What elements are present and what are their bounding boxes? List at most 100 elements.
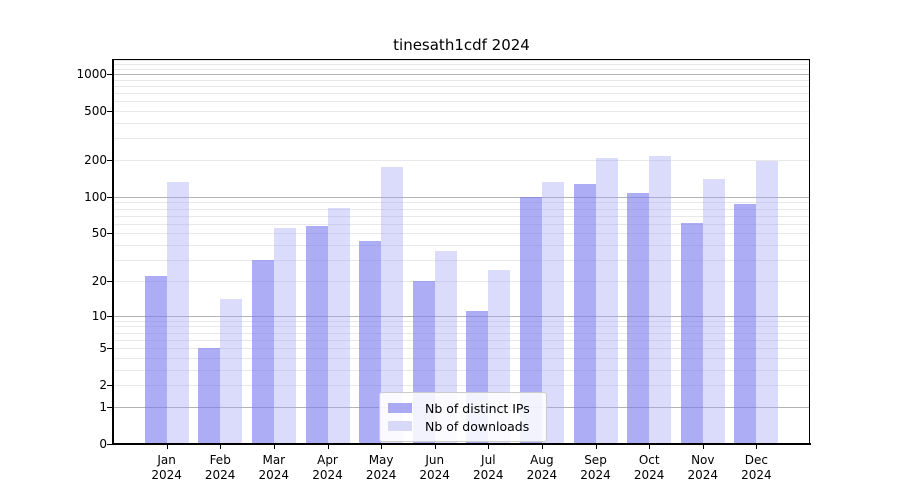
gridline-minor	[113, 64, 810, 66]
gridline-minor	[113, 79, 810, 81]
bar-distinct-ips-may	[359, 241, 382, 444]
gridline-minor	[113, 111, 810, 112]
gridline-minor	[113, 215, 810, 217]
bar-downloads-oct	[649, 156, 672, 444]
y-tick-label: 100	[84, 189, 107, 204]
x-tick-mark	[541, 444, 543, 449]
gridline-minor	[113, 332, 810, 334]
x-tick-mark	[166, 444, 168, 449]
x-tick-label: Sep 2024	[580, 453, 611, 482]
y-tick-mark	[107, 111, 113, 112]
bar-distinct-ips-jan	[144, 276, 167, 444]
y-tick-mark	[107, 196, 113, 198]
bar-distinct-ips-mar	[251, 260, 274, 444]
y-tick-label: 20	[91, 273, 107, 288]
gridline-major	[113, 196, 810, 198]
legend: Nb of distinct IPs Nb of downloads	[379, 392, 547, 442]
legend-swatch-downloads	[388, 421, 412, 431]
x-tick-mark	[327, 444, 329, 449]
gridline-minor	[113, 260, 810, 262]
x-tick-mark	[756, 444, 758, 449]
gridline-major	[113, 73, 810, 75]
bar-distinct-ips-dec	[734, 204, 757, 444]
gridline-minor	[113, 280, 810, 282]
x-tick-label: Oct 2024	[633, 453, 665, 482]
axis-spine-bottom	[112, 443, 811, 445]
gridline-minor	[113, 138, 810, 140]
bar-downloads-sep	[595, 157, 618, 444]
bar-distinct-ips-apr	[305, 225, 328, 444]
axis-spine-right	[809, 59, 810, 444]
x-tick-mark	[649, 444, 651, 449]
x-tick-label: May 2024	[365, 453, 397, 482]
chart-title: tinesath1cdf 2024	[393, 36, 530, 54]
x-tick-label: Aug 2024	[526, 453, 558, 482]
bar-distinct-ips-oct	[627, 193, 650, 444]
gridline-minor	[113, 93, 810, 94]
y-tick-label: 1000	[76, 66, 107, 81]
gridline-minor	[113, 101, 810, 103]
plot-area: 0 1 2 5 10 20 50 100 200 500 1000 Jan 2024 Feb 2024 Ma…	[76, 59, 811, 482]
gridline-minor	[113, 59, 810, 61]
x-tick-mark	[220, 444, 222, 449]
bar-downloads-jan	[166, 181, 189, 444]
gridline-minor	[113, 85, 810, 87]
y-tick-label: 1	[99, 399, 107, 414]
gridline-minor	[113, 68, 810, 70]
gridline-minor	[113, 320, 810, 322]
legend-swatch-distinct-ips	[388, 403, 412, 413]
axis-spine-left	[112, 59, 114, 445]
gridline-minor	[113, 369, 810, 371]
bar-downloads-nov	[702, 178, 725, 444]
gridline-major	[113, 315, 810, 317]
x-tick-label: Nov 2024	[687, 453, 719, 482]
bar-downloads-apr	[327, 208, 350, 444]
gridline-minor	[113, 326, 810, 328]
legend-item-distinct-ips: Nb of distinct IPs	[388, 400, 538, 416]
bar-distinct-ips-sep	[573, 183, 596, 444]
x-tick-mark	[381, 444, 383, 449]
y-tick-mark	[107, 159, 113, 161]
gridline-minor	[113, 339, 810, 341]
y-tick-label: 200	[84, 152, 107, 167]
legend-label-distinct-ips: Nb of distinct IPs	[425, 400, 530, 416]
y-tick-mark	[107, 385, 113, 387]
y-tick-mark	[107, 444, 113, 445]
y-tick-label: 500	[84, 104, 107, 118]
y-tick-mark	[107, 348, 113, 349]
gridline-minor	[113, 385, 810, 387]
x-tick-label: Apr 2024	[312, 453, 343, 482]
x-tick-label: Dec 2024	[741, 453, 772, 482]
y-tick-mark	[107, 233, 113, 235]
bar-downloads-dec	[756, 161, 779, 444]
bar-distinct-ips-nov	[680, 222, 703, 444]
axis-spine-top	[113, 59, 810, 60]
gridline-minor	[113, 245, 810, 247]
gridline-minor	[113, 348, 810, 349]
x-tick-mark	[488, 444, 490, 449]
legend-item-downloads: Nb of downloads	[388, 418, 538, 434]
y-tick-label: 0	[99, 437, 107, 451]
y-tick-mark	[107, 406, 113, 408]
x-tick-mark	[595, 444, 597, 449]
bar-distinct-ips-feb	[198, 348, 221, 444]
x-tick-mark	[273, 444, 275, 449]
bar-downloads-feb	[220, 298, 243, 444]
y-tick-mark	[107, 280, 113, 282]
gridline-minor	[113, 233, 810, 235]
legend-label-downloads: Nb of downloads	[425, 418, 530, 434]
y-tick-mark	[107, 315, 113, 317]
y-tick-label: 2	[99, 378, 107, 393]
gridline-minor	[113, 122, 810, 124]
gridline-minor	[113, 159, 810, 161]
x-tick-mark	[702, 444, 704, 449]
bar-distinct-ips-aug	[519, 196, 542, 444]
x-tick-label: Jul 2024	[473, 453, 504, 482]
x-tick-label: Jan 2024	[151, 453, 182, 482]
bar-downloads-mar	[273, 228, 296, 444]
x-tick-label: Jun 2024	[419, 453, 450, 482]
y-tick-mark	[107, 73, 113, 75]
gridline-minor	[113, 202, 810, 204]
x-tick-label: Mar 2024	[258, 453, 290, 482]
